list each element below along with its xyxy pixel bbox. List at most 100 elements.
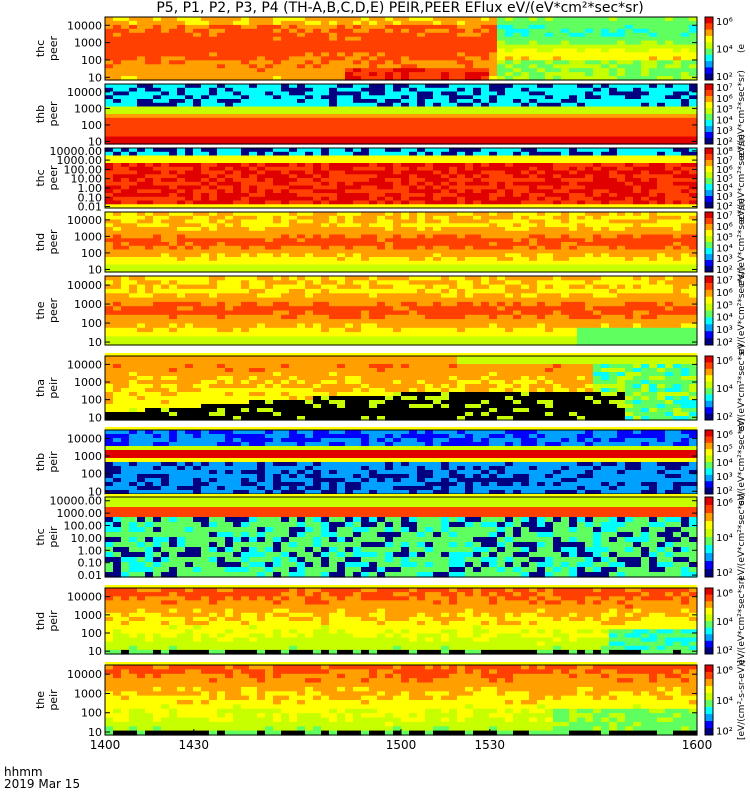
heatmap-cell bbox=[337, 106, 346, 111]
heatmap-cell bbox=[385, 230, 394, 236]
heatmap-cell bbox=[537, 163, 546, 168]
heatmap-cell bbox=[177, 129, 186, 134]
heatmap-cell bbox=[513, 159, 522, 164]
heatmap-cell bbox=[649, 48, 658, 53]
heatmap-cell bbox=[425, 117, 434, 123]
heatmap-cell bbox=[425, 132, 434, 138]
heatmap-cell bbox=[105, 102, 114, 108]
heatmap-cell bbox=[417, 245, 426, 251]
heatmap-cell bbox=[465, 151, 474, 157]
heatmap-cell bbox=[145, 60, 154, 65]
heatmap-cell bbox=[353, 155, 362, 160]
heatmap-cell bbox=[505, 84, 514, 89]
heatmap-cell bbox=[665, 253, 674, 258]
heatmap-cell bbox=[561, 219, 570, 224]
heatmap-cell bbox=[569, 189, 578, 194]
heatmap-cell bbox=[489, 20, 498, 26]
figure-title: P5, P1, P2, P3, P4 (TH-A,B,C,D,E) PEIR,P… bbox=[156, 0, 644, 16]
heatmap-cell bbox=[537, 140, 546, 145]
heatmap-cell bbox=[553, 215, 562, 221]
heatmap-cell bbox=[441, 91, 450, 96]
heatmap-cell bbox=[553, 87, 562, 93]
colorbar-tick-label: 10⁴ bbox=[716, 243, 733, 254]
heatmap-cell bbox=[393, 117, 402, 123]
heatmap-cell bbox=[377, 136, 386, 141]
heatmap-cell bbox=[105, 48, 114, 53]
heatmap-cell bbox=[665, 204, 674, 209]
heatmap-cell bbox=[481, 28, 490, 34]
heatmap-cell bbox=[441, 234, 450, 239]
heatmap-cell bbox=[233, 36, 242, 42]
heatmap-cell bbox=[633, 76, 642, 81]
heatmap-cell bbox=[641, 193, 650, 198]
heatmap-cell bbox=[529, 114, 538, 119]
heatmap-cell bbox=[345, 163, 354, 168]
heatmap-cell bbox=[641, 219, 650, 224]
heatmap-cell bbox=[129, 189, 138, 194]
heatmap-cell bbox=[329, 17, 338, 22]
heatmap-cell bbox=[257, 219, 266, 224]
heatmap-cell bbox=[249, 129, 258, 134]
heatmap-cell bbox=[593, 204, 602, 209]
heatmap-cell bbox=[441, 159, 450, 164]
heatmap-cell bbox=[105, 314, 114, 320]
heatmap-cell bbox=[281, 178, 290, 183]
heatmap-cell bbox=[297, 24, 306, 30]
heatmap-cell bbox=[657, 219, 666, 224]
heatmap-cell bbox=[121, 125, 130, 130]
heatmap-cell bbox=[465, 110, 474, 115]
heatmap-cell bbox=[193, 196, 202, 202]
heatmap-cell bbox=[201, 268, 210, 273]
heatmap-cell bbox=[497, 200, 506, 205]
heatmap-cell bbox=[481, 181, 490, 187]
heatmap-cell bbox=[385, 257, 394, 262]
heatmap-cell bbox=[593, 155, 602, 160]
heatmap-cell bbox=[617, 110, 626, 115]
heatmap-cell bbox=[553, 181, 562, 187]
heatmap-cell bbox=[297, 166, 306, 172]
heatmap-cell bbox=[601, 64, 610, 69]
heatmap-cell bbox=[641, 257, 650, 262]
heatmap-cell bbox=[593, 264, 602, 269]
heatmap-cell bbox=[609, 129, 618, 134]
heatmap-cell bbox=[337, 20, 346, 26]
heatmap-cell bbox=[457, 151, 466, 157]
heatmap-cell bbox=[145, 102, 154, 108]
heatmap-cell bbox=[129, 193, 138, 198]
heatmap-cell bbox=[617, 136, 626, 141]
heatmap-cell bbox=[313, 40, 322, 46]
heatmap-cell bbox=[433, 68, 442, 73]
heatmap-cell bbox=[649, 136, 658, 141]
heatmap-cell bbox=[241, 155, 250, 160]
heatmap-cell bbox=[137, 148, 146, 153]
heatmap-cell bbox=[273, 151, 282, 157]
heatmap-cell bbox=[537, 155, 546, 160]
heatmap-cell bbox=[537, 106, 546, 111]
heatmap-cell bbox=[289, 234, 298, 239]
heatmap-cell bbox=[673, 99, 682, 104]
heatmap-cell bbox=[561, 196, 570, 202]
heatmap-cell bbox=[169, 102, 178, 108]
heatmap-cell bbox=[529, 40, 538, 46]
heatmap-cell bbox=[161, 245, 170, 251]
heatmap-cell bbox=[273, 95, 282, 100]
heatmap-cell bbox=[689, 268, 698, 273]
heatmap-cell bbox=[609, 170, 618, 175]
heatmap-cell bbox=[217, 155, 226, 160]
heatmap-cell bbox=[361, 238, 370, 243]
heatmap-cell bbox=[201, 99, 210, 104]
heatmap-cell bbox=[449, 234, 458, 239]
heatmap-cell bbox=[185, 268, 194, 273]
heatmap-cell bbox=[681, 28, 690, 34]
heatmap-cell bbox=[305, 99, 314, 104]
colorbar-frame bbox=[704, 147, 714, 209]
heatmap-cell bbox=[385, 72, 394, 77]
heatmap-cell bbox=[137, 32, 146, 38]
heatmap-cell bbox=[321, 91, 330, 96]
heatmap-cell bbox=[577, 110, 586, 115]
heatmap-cell bbox=[169, 163, 178, 168]
heatmap-cell bbox=[121, 181, 130, 187]
heatmap-cell bbox=[465, 125, 474, 130]
heatmap-cell bbox=[265, 234, 274, 239]
heatmap-cell bbox=[505, 230, 514, 236]
